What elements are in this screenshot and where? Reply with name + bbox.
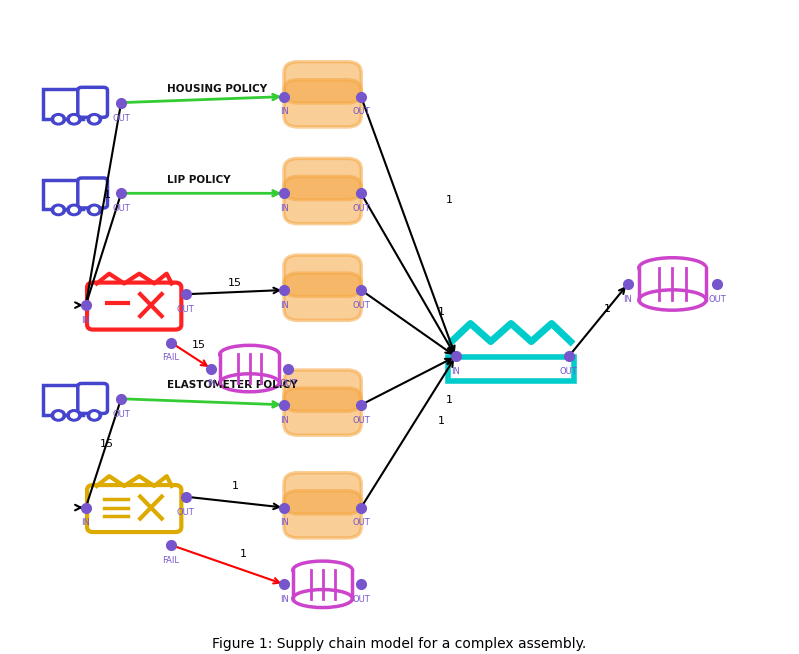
Circle shape <box>55 207 62 213</box>
Circle shape <box>87 114 101 125</box>
Circle shape <box>67 204 81 216</box>
Text: 1: 1 <box>446 395 453 405</box>
Text: 1: 1 <box>240 549 247 559</box>
FancyBboxPatch shape <box>78 383 108 413</box>
FancyBboxPatch shape <box>448 358 574 381</box>
Text: 1: 1 <box>439 416 445 426</box>
Text: OUT: OUT <box>352 519 370 527</box>
Text: OUT: OUT <box>352 595 370 604</box>
FancyBboxPatch shape <box>284 80 361 127</box>
FancyBboxPatch shape <box>87 485 181 532</box>
Circle shape <box>91 116 97 122</box>
Text: OUT: OUT <box>177 508 195 517</box>
Text: IN: IN <box>207 379 216 388</box>
FancyBboxPatch shape <box>284 388 361 435</box>
Text: FAIL: FAIL <box>163 353 180 362</box>
Text: OUT: OUT <box>177 305 195 314</box>
Ellipse shape <box>220 345 280 364</box>
Text: FAIL: FAIL <box>163 556 180 565</box>
Text: OUT: OUT <box>279 379 297 388</box>
Circle shape <box>55 116 62 122</box>
FancyBboxPatch shape <box>87 283 181 330</box>
Text: 1: 1 <box>446 196 453 205</box>
Circle shape <box>91 413 97 418</box>
Text: 1: 1 <box>439 307 445 317</box>
FancyBboxPatch shape <box>43 385 83 415</box>
Text: 15: 15 <box>192 339 206 349</box>
Text: IN: IN <box>451 368 460 376</box>
Text: OUT: OUT <box>352 204 370 213</box>
Text: IN: IN <box>81 316 90 325</box>
Text: IN: IN <box>81 519 90 527</box>
FancyBboxPatch shape <box>43 89 83 119</box>
Circle shape <box>55 413 62 418</box>
Bar <box>292 570 352 598</box>
Text: 1: 1 <box>232 481 238 490</box>
Circle shape <box>51 204 66 216</box>
Text: IN: IN <box>280 519 288 527</box>
Text: 1: 1 <box>104 190 111 200</box>
FancyBboxPatch shape <box>284 490 361 538</box>
Bar <box>220 354 280 383</box>
Text: ELASTOMETER POLICY: ELASTOMETER POLICY <box>167 381 298 390</box>
Text: IN: IN <box>623 295 632 304</box>
Text: OUT: OUT <box>112 114 130 122</box>
Text: IN: IN <box>280 416 288 424</box>
Text: OUT: OUT <box>112 409 130 419</box>
Circle shape <box>51 114 66 125</box>
FancyBboxPatch shape <box>284 158 361 199</box>
Text: 15: 15 <box>101 439 114 449</box>
Circle shape <box>70 207 78 213</box>
Text: OUT: OUT <box>112 204 130 213</box>
Ellipse shape <box>220 374 280 392</box>
Bar <box>639 267 706 300</box>
Text: IN: IN <box>280 595 288 604</box>
Text: Figure 1: Supply chain model for a complex assembly.: Figure 1: Supply chain model for a compl… <box>213 637 586 651</box>
FancyBboxPatch shape <box>78 178 108 208</box>
FancyBboxPatch shape <box>43 180 83 209</box>
FancyBboxPatch shape <box>284 255 361 296</box>
FancyBboxPatch shape <box>284 473 361 514</box>
Text: 1: 1 <box>603 304 610 314</box>
FancyBboxPatch shape <box>284 177 361 224</box>
Text: IN: IN <box>280 107 288 116</box>
Text: 15: 15 <box>228 278 242 288</box>
Circle shape <box>51 410 66 421</box>
Circle shape <box>67 410 81 421</box>
Circle shape <box>67 114 81 125</box>
Text: OUT: OUT <box>352 301 370 310</box>
Ellipse shape <box>639 290 706 310</box>
Circle shape <box>70 413 78 418</box>
FancyBboxPatch shape <box>284 273 361 320</box>
Ellipse shape <box>292 561 352 579</box>
Ellipse shape <box>639 258 706 278</box>
Text: OUT: OUT <box>708 295 726 304</box>
Text: OUT: OUT <box>352 107 370 116</box>
FancyBboxPatch shape <box>284 370 361 411</box>
Text: IN: IN <box>280 301 288 310</box>
FancyBboxPatch shape <box>78 88 108 117</box>
Circle shape <box>87 410 101 421</box>
Text: IN: IN <box>280 204 288 213</box>
Text: OUT: OUT <box>560 368 578 376</box>
Ellipse shape <box>292 589 352 608</box>
Text: LIP POLICY: LIP POLICY <box>167 175 231 185</box>
Text: OUT: OUT <box>352 416 370 424</box>
Circle shape <box>87 204 101 216</box>
Circle shape <box>91 207 97 213</box>
Circle shape <box>70 116 78 122</box>
Text: HOUSING POLICY: HOUSING POLICY <box>167 84 268 94</box>
FancyBboxPatch shape <box>284 61 361 103</box>
